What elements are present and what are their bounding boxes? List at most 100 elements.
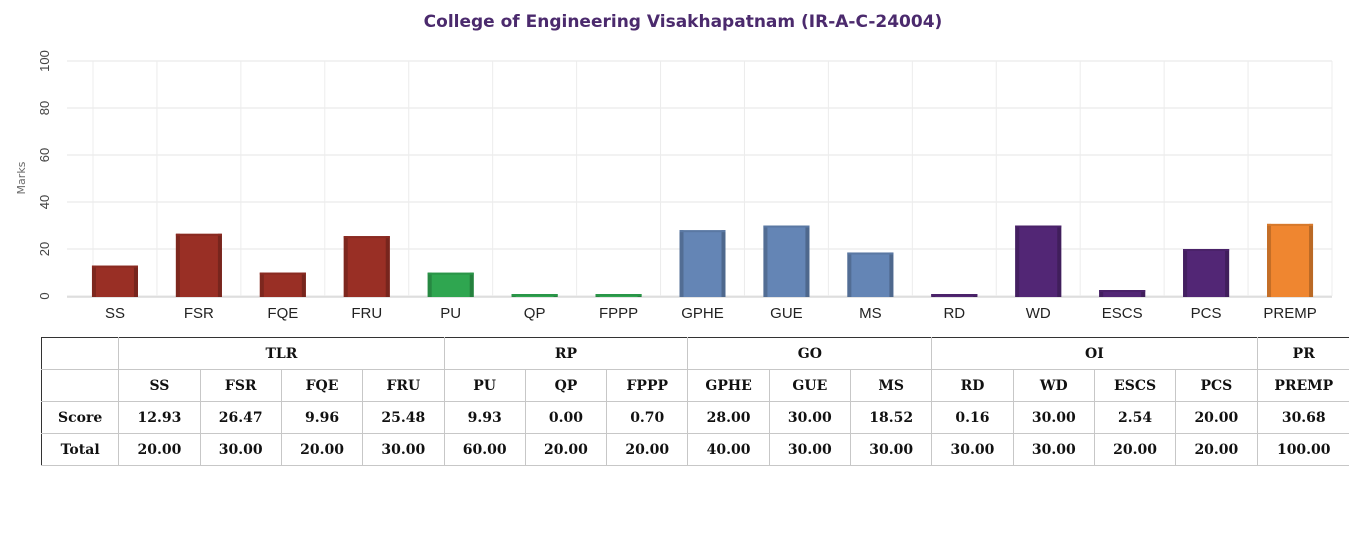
- score-cell: 9.93: [443, 401, 526, 434]
- total-cell: 20.00: [1175, 433, 1258, 466]
- score-cell: 30.00: [768, 401, 852, 434]
- bar-top-edge: [847, 252, 894, 255]
- bar-shade-left: [1183, 249, 1188, 297]
- param-header-cell: PCS: [1175, 369, 1258, 402]
- bar-wd: [1015, 225, 1062, 297]
- score-cell: 26.47: [199, 401, 282, 434]
- param-header-cell: FQE: [280, 369, 364, 402]
- total-cell: 30.00: [362, 433, 445, 466]
- bar-pcs: [1183, 249, 1230, 297]
- total-cell: 20.00: [280, 433, 364, 466]
- param-header-cell: QP: [524, 369, 608, 402]
- x-tick-label: MS: [859, 305, 882, 322]
- bar-gue: [763, 225, 810, 297]
- bar-fqe: [259, 272, 306, 297]
- param-header-cell: GUE: [768, 369, 852, 402]
- bar-shade-right: [133, 265, 138, 297]
- bar-layer: [91, 223, 1314, 297]
- bar-top-edge: [343, 236, 390, 239]
- x-tick-label: GPHE: [681, 305, 724, 322]
- score-cell: 28.00: [687, 401, 770, 434]
- row-label-total: Total: [40, 433, 120, 466]
- param-header-cell: PU: [443, 369, 526, 402]
- total-cell: 30.00: [768, 433, 852, 466]
- bar-shade-left: [679, 230, 684, 297]
- bar-ss: [91, 265, 138, 297]
- bar-top-edge: [1267, 223, 1314, 226]
- y-tick-labels: 0 20 40 60 80 100: [37, 50, 52, 299]
- score-table: TLR RP GO OI PR SS FSR FQE FRU PU QP FPPP GPHE GUE MS R…: [40, 337, 1349, 466]
- total-cell: 30.00: [199, 433, 282, 466]
- bar-shade-right: [301, 272, 306, 297]
- x-tick-label: FQE: [267, 305, 298, 322]
- bar-shade-left: [1015, 225, 1020, 297]
- table-row: SS FSR FQE FRU PU QP FPPP GPHE GUE MS RD WD ESCS PCS P…: [40, 369, 1349, 402]
- y-tick-label: 0: [37, 292, 52, 299]
- bar-fsr: [175, 233, 222, 297]
- x-tick-label: GUE: [770, 305, 803, 322]
- bar-top-edge: [931, 294, 978, 296]
- param-header-cell: FRU: [362, 369, 445, 402]
- total-cell: 20.00: [118, 433, 201, 466]
- total-cell: 20.00: [524, 433, 608, 466]
- x-tick-label: RD: [943, 305, 965, 322]
- bar-top-edge: [511, 294, 558, 296]
- row-label-score: Score: [40, 401, 120, 434]
- score-cell: 0.16: [931, 401, 1014, 434]
- bar-shade-right: [469, 272, 474, 297]
- x-tick-labels: SS FSR FQE FRU PU QP FPPP GPHE GUE MS RD WD ESCS PCS P…: [105, 305, 1317, 322]
- bar-top-edge: [763, 225, 810, 228]
- param-header-cell: PREMP: [1256, 369, 1349, 402]
- total-cell: 30.00: [849, 433, 933, 466]
- y-tick-label: 40: [37, 195, 52, 209]
- param-header-cell: MS: [849, 369, 933, 402]
- chart-title: College of Engineering Visakhapatnam (IR…: [423, 12, 943, 32]
- bar-chart: 0 20 40 60 80 100 Marks SS FSR FQE FRU PU QP FPPP GP…: [15, 50, 1333, 322]
- y-tick-label: 80: [37, 101, 52, 115]
- total-cell: 100.00: [1256, 433, 1349, 466]
- bar-shade-right: [1141, 290, 1146, 297]
- param-header-cell: WD: [1012, 369, 1095, 402]
- param-header-cell: FPPP: [606, 369, 689, 402]
- y-axis-label: Marks: [15, 161, 28, 194]
- bar-top-edge: [259, 272, 306, 275]
- group-header-cell: TLR: [118, 337, 445, 370]
- total-cell: 30.00: [931, 433, 1014, 466]
- group-header-cell: GO: [687, 337, 933, 370]
- score-cell: 12.93: [118, 401, 201, 434]
- group-header-cell: OI: [931, 337, 1258, 370]
- y-tick-label: 20: [37, 242, 52, 256]
- x-tick-label: FRU: [351, 305, 382, 322]
- bar-shade-left: [1267, 223, 1272, 297]
- group-header-cell: PR: [1256, 337, 1349, 370]
- bar-top-edge: [91, 265, 138, 268]
- total-cell: 20.00: [1093, 433, 1177, 466]
- score-cell: 25.48: [362, 401, 445, 434]
- total-cell: 40.00: [687, 433, 770, 466]
- bar-shade-left: [427, 272, 432, 297]
- bar-shade-right: [889, 252, 894, 297]
- bar-shade-left: [91, 265, 96, 297]
- bar-ms: [847, 252, 894, 297]
- bar-shade-left: [847, 252, 852, 297]
- table-row: Total 20.00 30.00 20.00 30.00 60.00 20.00 20.00…: [40, 433, 1349, 466]
- bar-shade-right: [385, 236, 390, 297]
- x-tick-label: PCS: [1191, 305, 1222, 322]
- bar-shade-right: [217, 233, 222, 297]
- x-tick-label: PU: [440, 305, 461, 322]
- bar-shade-right: [721, 230, 726, 297]
- param-header-cell: GPHE: [687, 369, 770, 402]
- bar-shade-right: [805, 225, 810, 297]
- bar-shade-left: [1099, 290, 1104, 297]
- score-cell: 9.96: [280, 401, 364, 434]
- bar-shade-left: [763, 225, 768, 297]
- bar-shade-right: [1225, 249, 1230, 297]
- total-cell: 60.00: [443, 433, 526, 466]
- score-cell: 20.00: [1175, 401, 1258, 434]
- bar-gphe: [679, 230, 726, 297]
- table-corner-cell: [40, 337, 120, 370]
- score-cell: 0.00: [524, 401, 608, 434]
- bar-shade-right: [1057, 225, 1062, 297]
- param-header-cell: ESCS: [1093, 369, 1177, 402]
- bar-pu: [427, 272, 474, 297]
